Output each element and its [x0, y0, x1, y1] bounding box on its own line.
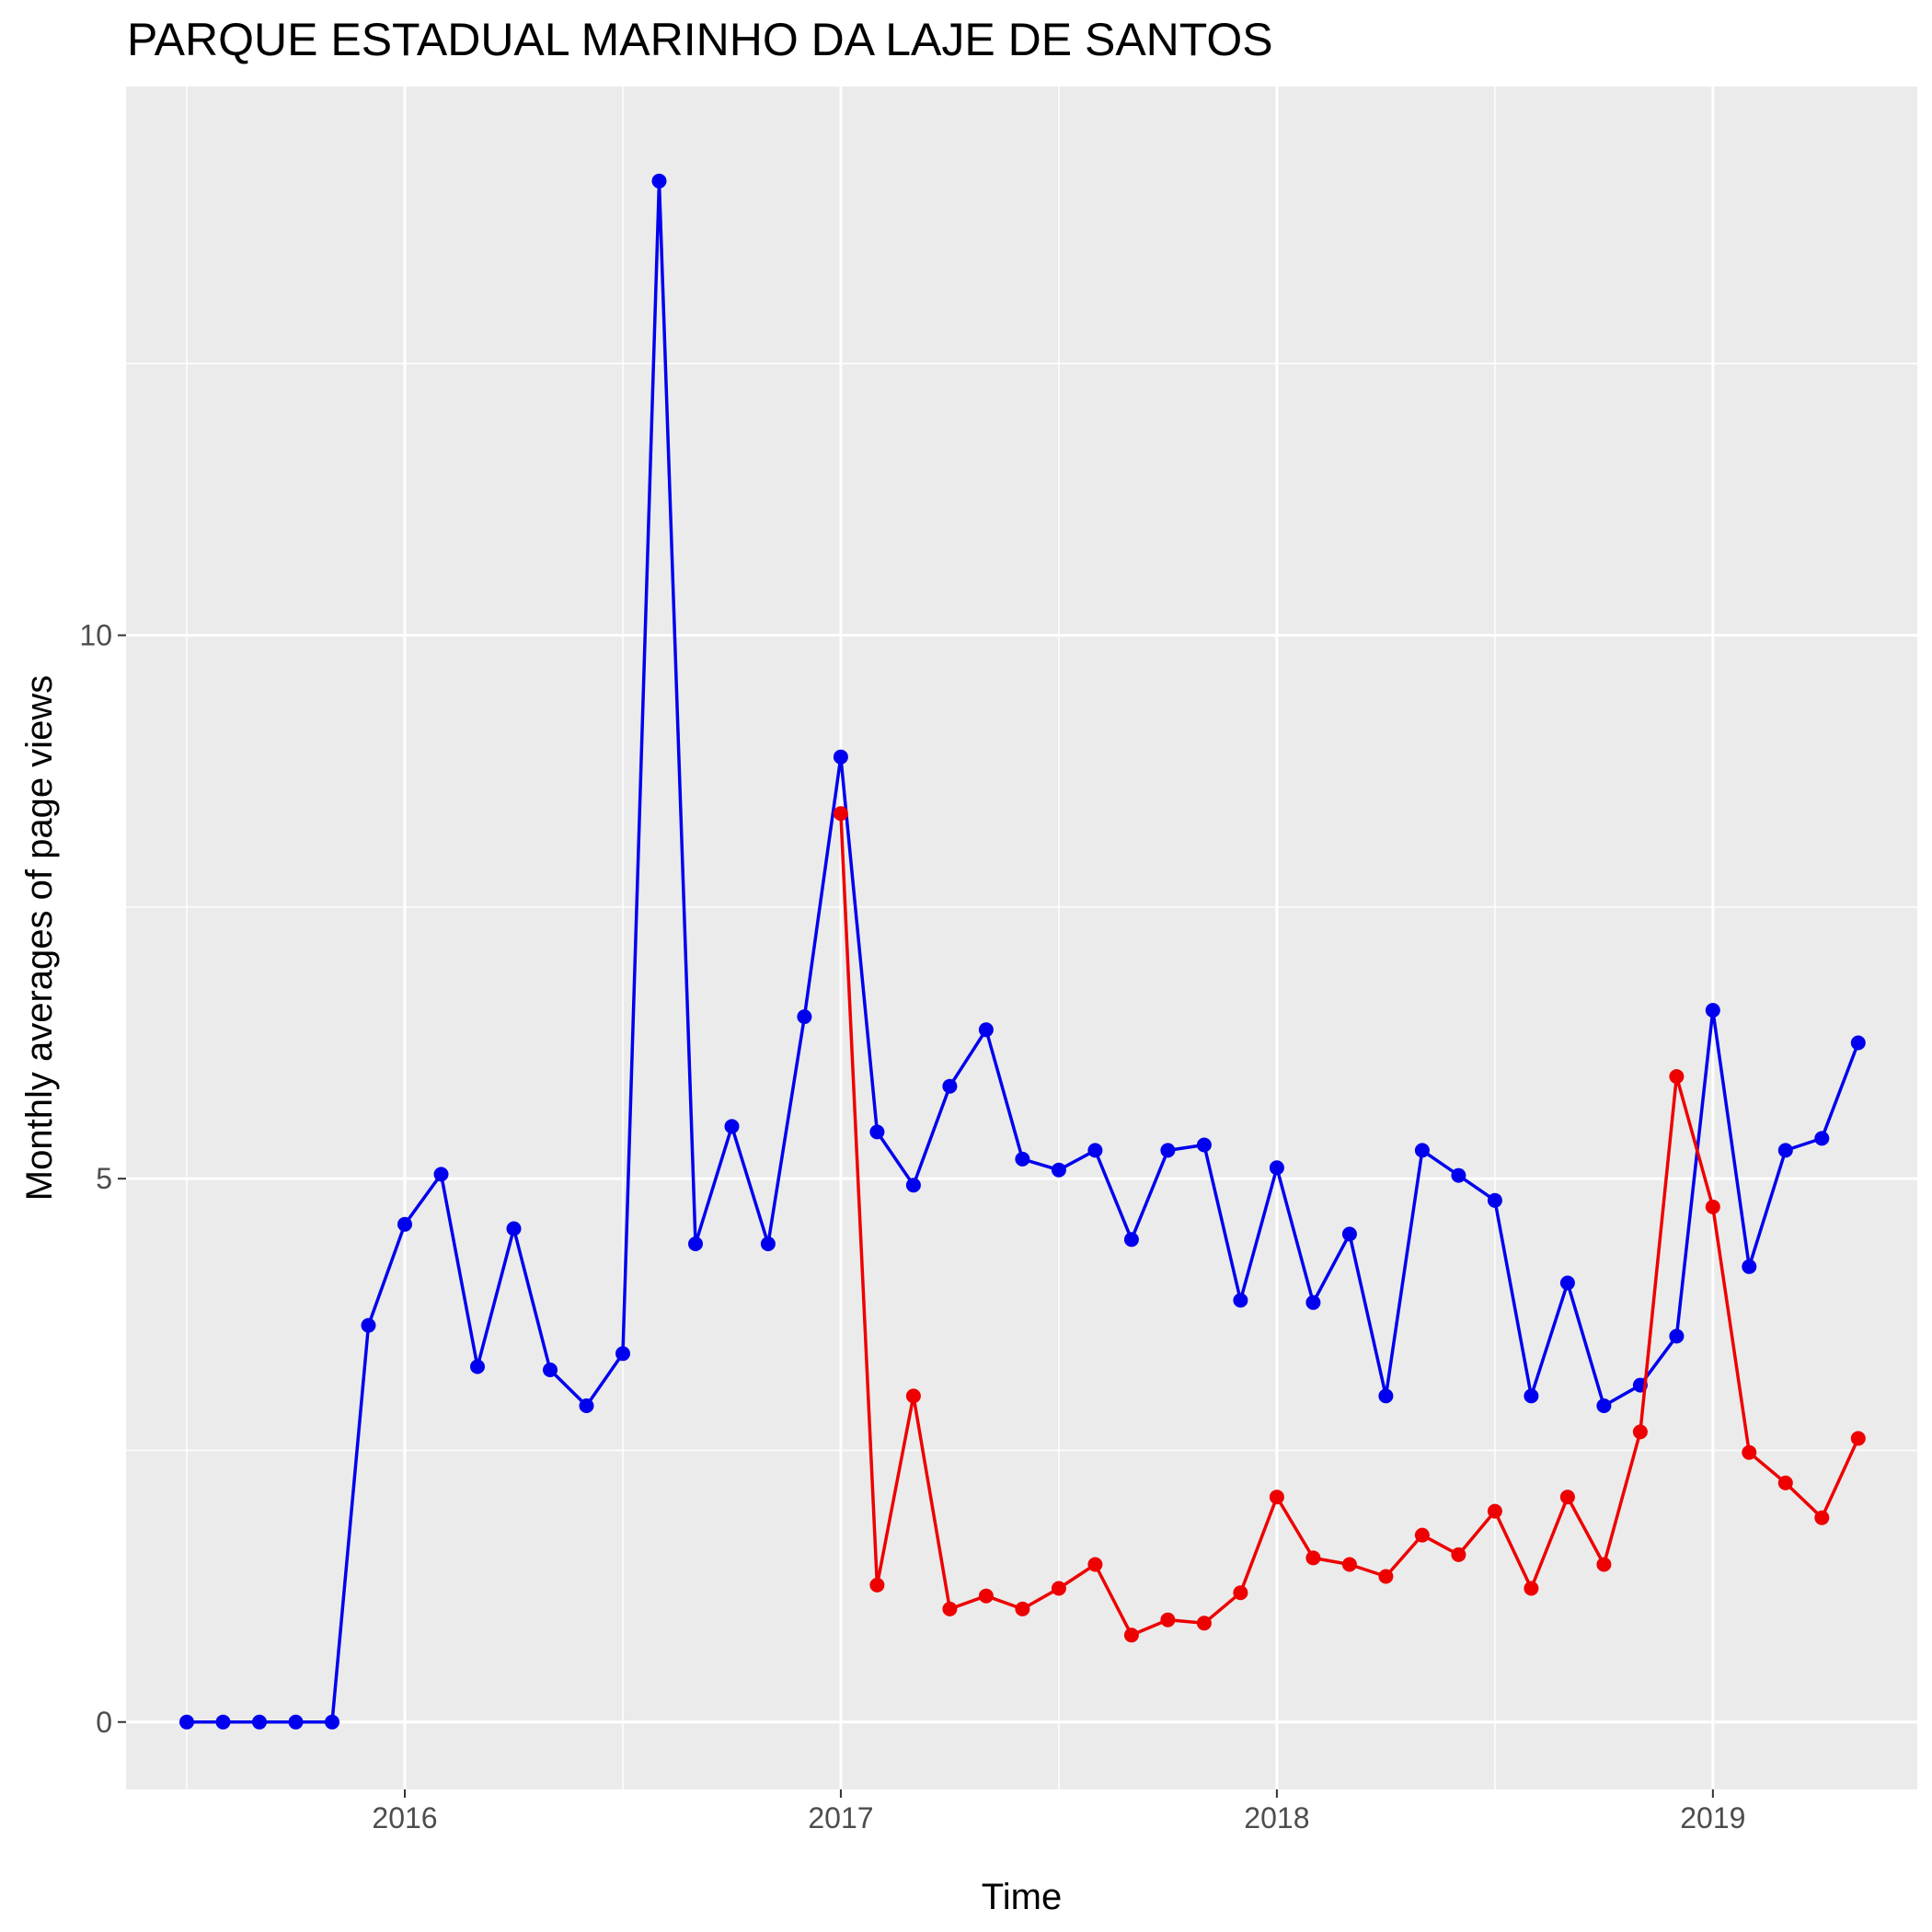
series-1-point	[1451, 1167, 1466, 1183]
series-1-point	[942, 1078, 958, 1094]
series-1-point	[506, 1221, 522, 1236]
series-1-point	[1524, 1388, 1539, 1404]
series-2-point	[1777, 1475, 1793, 1490]
series-1-point	[724, 1119, 740, 1134]
series-1-point	[688, 1236, 703, 1251]
series-1-point	[869, 1124, 885, 1140]
y-tick-label: 5	[96, 1162, 112, 1195]
series-2-point	[1524, 1581, 1539, 1596]
series-1-point	[1742, 1259, 1757, 1274]
series-1-point	[1596, 1398, 1612, 1413]
series-1-point	[1559, 1275, 1575, 1291]
series-1	[179, 173, 1866, 1730]
x-tick-label: 2019	[1680, 1801, 1745, 1834]
series-1-point	[579, 1398, 594, 1413]
series-2-point	[1559, 1489, 1575, 1505]
series-1-point	[1305, 1294, 1321, 1310]
series-2-point	[1414, 1527, 1430, 1543]
series-1-point	[1196, 1137, 1212, 1153]
series-1-point	[833, 749, 848, 765]
series-1-point	[361, 1317, 376, 1333]
series-1-point	[1814, 1131, 1830, 1146]
series-1-point	[1850, 1035, 1866, 1051]
y-axis-title: Monthly averages of page views	[19, 675, 60, 1201]
series-2-point	[1196, 1616, 1212, 1631]
series-layer	[179, 173, 1866, 1730]
series-1-point	[470, 1359, 485, 1374]
series-1-point	[905, 1178, 921, 1193]
series-2-point	[869, 1577, 885, 1593]
series-1-point	[288, 1714, 304, 1730]
x-tick-label: 2017	[808, 1801, 873, 1834]
series-2-point	[1742, 1444, 1757, 1460]
chart-title: PARQUE ESTADUAL MARINHO DA LAJE DE SANTO…	[127, 14, 1273, 65]
series-1-point	[1378, 1388, 1394, 1404]
series-2-point	[1814, 1510, 1830, 1525]
series-1-point	[1087, 1143, 1103, 1158]
series-1-point	[433, 1167, 449, 1182]
series-1-point	[760, 1236, 776, 1251]
series-2-point	[1850, 1431, 1866, 1446]
series-2-point	[978, 1588, 994, 1604]
series-2-point	[1051, 1581, 1066, 1596]
axes: 2016 2017 2018 2019 0 5 10	[79, 619, 1745, 1834]
series-2-point	[1705, 1199, 1720, 1214]
series-1-point	[1705, 1003, 1720, 1018]
series-1-point	[325, 1714, 339, 1730]
series-1-point	[543, 1363, 558, 1377]
series-1-point	[215, 1714, 231, 1730]
series-2-point	[1015, 1601, 1030, 1616]
x-tick-label: 2018	[1244, 1801, 1309, 1834]
series-1-point	[1487, 1192, 1502, 1208]
series-1-point	[1233, 1293, 1248, 1308]
series-1-point	[615, 1346, 630, 1362]
series-2-point	[1087, 1557, 1103, 1572]
series-1-point	[1123, 1232, 1139, 1248]
series-1-point	[1669, 1328, 1685, 1344]
series-2-point	[1596, 1557, 1612, 1572]
series-1-point	[1269, 1160, 1284, 1176]
series-1-point	[1051, 1162, 1066, 1178]
series-1-point	[797, 1009, 812, 1025]
series-2-point	[905, 1388, 921, 1404]
series-2-point	[942, 1601, 958, 1616]
y-tick-label: 0	[96, 1706, 112, 1739]
series-1-point	[1414, 1143, 1430, 1158]
series-2-point	[1160, 1612, 1176, 1627]
series-2-point	[1487, 1503, 1502, 1519]
x-axis-title: Time	[982, 1877, 1062, 1917]
series-1-point	[1160, 1143, 1176, 1158]
plot-panel	[126, 86, 1917, 1789]
series-2-point	[1669, 1069, 1685, 1085]
series-2-point	[1378, 1569, 1394, 1584]
series-1-point	[1777, 1143, 1793, 1158]
x-tick-label: 2016	[372, 1801, 437, 1834]
series-1-point	[1341, 1226, 1357, 1242]
series-2	[833, 806, 1866, 1643]
series-2-point	[1451, 1547, 1466, 1562]
series-1-point	[978, 1022, 994, 1038]
series-1-point	[397, 1216, 412, 1232]
series-2-point	[1233, 1585, 1248, 1601]
series-1-point	[252, 1714, 267, 1730]
series-2-point	[1123, 1627, 1139, 1643]
series-2-point	[1341, 1557, 1357, 1572]
series-2-point	[833, 806, 848, 822]
series-2-point	[1269, 1489, 1284, 1505]
series-1-point	[179, 1714, 194, 1730]
series-2-point	[1305, 1550, 1321, 1566]
series-1-point	[1015, 1151, 1030, 1167]
series-1-point	[651, 173, 667, 189]
grid-lines	[126, 86, 1917, 1789]
y-tick-label: 10	[79, 619, 112, 652]
series-2-point	[1632, 1424, 1648, 1440]
